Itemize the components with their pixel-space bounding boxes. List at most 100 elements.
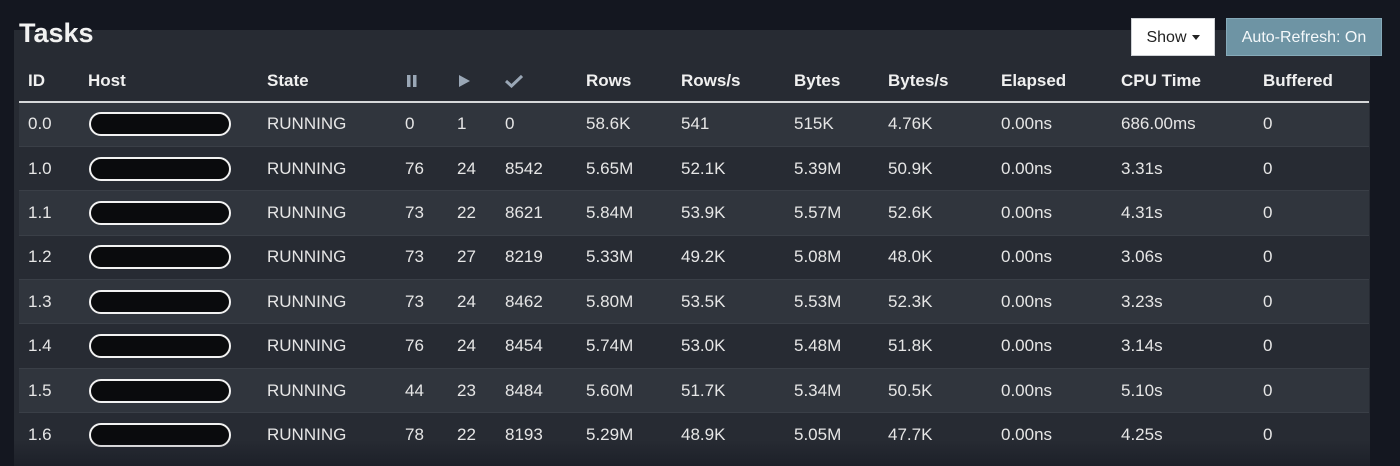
- task-host-cell: [79, 367, 258, 413]
- task-buffered-cell: 0: [1254, 190, 1369, 236]
- column-header-rows-per-sec[interactable]: Rows/s: [672, 60, 785, 103]
- task-running-cell: 22: [448, 190, 496, 236]
- task-queued-cell: 73: [396, 190, 448, 236]
- task-host-cell: [79, 145, 258, 191]
- task-id-cell[interactable]: 1.0: [19, 145, 79, 191]
- column-header-id[interactable]: ID: [19, 60, 79, 103]
- task-finished-cell: 8484: [496, 367, 577, 413]
- task-finished-cell: 8462: [496, 279, 577, 324]
- column-header-bytes-per-sec[interactable]: Bytes/s: [879, 60, 992, 103]
- task-elapsed-cell: 0.00ns: [992, 145, 1112, 191]
- task-elapsed-cell: 0.00ns: [992, 234, 1112, 280]
- table-row[interactable]: 1.6 RUNNING 78 22 8193 5.29M 48.9K 5.05M 47.7K 0.…: [19, 412, 1369, 458]
- task-id-cell[interactable]: 1.5: [19, 367, 79, 413]
- task-cpu-time-cell: 5.10s: [1112, 367, 1254, 413]
- auto-refresh-button[interactable]: Auto-Refresh: On: [1226, 18, 1382, 56]
- task-bytes-cell: 5.48M: [785, 323, 879, 369]
- host-redacted: [89, 112, 231, 137]
- task-running-cell: 22: [448, 412, 496, 458]
- task-id-cell[interactable]: 1.3: [19, 279, 79, 324]
- column-header-running[interactable]: [448, 60, 496, 103]
- task-rows-per-sec-cell: 48.9K: [672, 412, 785, 458]
- task-rows-cell: 5.84M: [577, 190, 672, 236]
- task-running-cell: 24: [448, 279, 496, 324]
- table-row[interactable]: 1.4 RUNNING 76 24 8454 5.74M 53.0K 5.48M 51.8K 0.…: [19, 323, 1369, 369]
- task-finished-cell: 8621: [496, 190, 577, 236]
- column-header-buffered[interactable]: Buffered: [1254, 60, 1369, 103]
- show-dropdown-button[interactable]: Show: [1131, 18, 1215, 56]
- task-rows-cell: 58.6K: [577, 101, 672, 147]
- task-rows-cell: 5.80M: [577, 279, 672, 324]
- task-rows-cell: 5.74M: [577, 323, 672, 369]
- task-host-cell: [79, 323, 258, 369]
- caret-down-icon: [1191, 35, 1200, 41]
- task-id-cell[interactable]: 1.2: [19, 234, 79, 280]
- task-buffered-cell: 0: [1254, 367, 1369, 413]
- host-redacted: [89, 200, 231, 225]
- task-bytes-per-sec-cell: 47.7K: [879, 412, 992, 458]
- table-row[interactable]: 1.3 RUNNING 73 24 8462 5.80M 53.5K 5.53M 52.3K 0.…: [19, 279, 1369, 324]
- column-header-bytes[interactable]: Bytes: [785, 60, 879, 103]
- task-rows-cell: 5.60M: [577, 367, 672, 413]
- tasks-table-body: 0.0 RUNNING 0 1 0 58.6K 541 515K 4.76K 0.00ns 686.…: [19, 101, 1369, 458]
- column-header-host[interactable]: Host: [79, 60, 258, 103]
- task-id-cell[interactable]: 1.6: [19, 412, 79, 458]
- task-elapsed-cell: 0.00ns: [992, 412, 1112, 458]
- task-state-cell: RUNNING: [258, 234, 396, 280]
- task-rows-cell: 5.33M: [577, 234, 672, 280]
- task-bytes-cell: 5.34M: [785, 367, 879, 413]
- task-rows-per-sec-cell: 52.1K: [672, 145, 785, 191]
- task-bytes-cell: 5.57M: [785, 190, 879, 236]
- task-state-cell: RUNNING: [258, 145, 396, 191]
- task-running-cell: 24: [448, 323, 496, 369]
- task-bytes-cell: 5.08M: [785, 234, 879, 280]
- task-state-cell: RUNNING: [258, 101, 396, 147]
- task-state-cell: RUNNING: [258, 279, 396, 324]
- task-id-cell[interactable]: 1.1: [19, 190, 79, 236]
- task-running-cell: 1: [448, 101, 496, 147]
- column-header-elapsed[interactable]: Elapsed: [992, 60, 1112, 103]
- task-rows-per-sec-cell: 541: [672, 101, 785, 147]
- table-row[interactable]: 1.2 RUNNING 73 27 8219 5.33M 49.2K 5.08M 48.0K 0.…: [19, 234, 1369, 280]
- task-state-cell: RUNNING: [258, 367, 396, 413]
- task-state-cell: RUNNING: [258, 323, 396, 369]
- host-redacted: [89, 334, 231, 359]
- task-host-cell: [79, 190, 258, 236]
- table-row[interactable]: 1.5 RUNNING 44 23 8484 5.60M 51.7K 5.34M 50.5K 0.…: [19, 367, 1369, 413]
- task-id-cell[interactable]: 1.4: [19, 323, 79, 369]
- table-row[interactable]: 1.1 RUNNING 73 22 8621 5.84M 53.9K 5.57M 52.6K 0.…: [19, 190, 1369, 236]
- host-redacted: [89, 156, 231, 181]
- task-elapsed-cell: 0.00ns: [992, 323, 1112, 369]
- column-header-cpu-time[interactable]: CPU Time: [1112, 60, 1254, 103]
- task-buffered-cell: 0: [1254, 101, 1369, 147]
- column-header-finished[interactable]: [496, 60, 577, 103]
- task-rows-per-sec-cell: 53.5K: [672, 279, 785, 324]
- task-elapsed-cell: 0.00ns: [992, 279, 1112, 324]
- task-bytes-per-sec-cell: 48.0K: [879, 234, 992, 280]
- task-running-cell: 27: [448, 234, 496, 280]
- task-finished-cell: 8454: [496, 323, 577, 369]
- task-queued-cell: 78: [396, 412, 448, 458]
- task-rows-cell: 5.65M: [577, 145, 672, 191]
- task-cpu-time-cell: 3.14s: [1112, 323, 1254, 369]
- page-title: Tasks: [19, 18, 94, 48]
- show-button-label: Show: [1146, 29, 1187, 46]
- task-queued-cell: 73: [396, 234, 448, 280]
- task-cpu-time-cell: 4.31s: [1112, 190, 1254, 236]
- column-header-rows[interactable]: Rows: [577, 60, 672, 103]
- auto-refresh-label: Auto-Refresh: On: [1241, 29, 1367, 46]
- task-finished-cell: 0: [496, 101, 577, 147]
- column-header-queued[interactable]: [396, 60, 448, 103]
- task-elapsed-cell: 0.00ns: [992, 101, 1112, 147]
- table-header-row: ID Host State Row: [19, 60, 1369, 103]
- task-finished-cell: 8542: [496, 145, 577, 191]
- task-queued-cell: 44: [396, 367, 448, 413]
- host-redacted: [89, 423, 231, 448]
- column-header-state[interactable]: State: [258, 60, 396, 103]
- table-row[interactable]: 0.0 RUNNING 0 1 0 58.6K 541 515K 4.76K 0.00ns 686.…: [19, 101, 1369, 147]
- play-icon: [457, 74, 471, 88]
- host-redacted: [89, 378, 231, 403]
- table-row[interactable]: 1.0 RUNNING 76 24 8542 5.65M 52.1K 5.39M 50.9K 0.…: [19, 145, 1369, 191]
- task-id-cell[interactable]: 0.0: [19, 101, 79, 147]
